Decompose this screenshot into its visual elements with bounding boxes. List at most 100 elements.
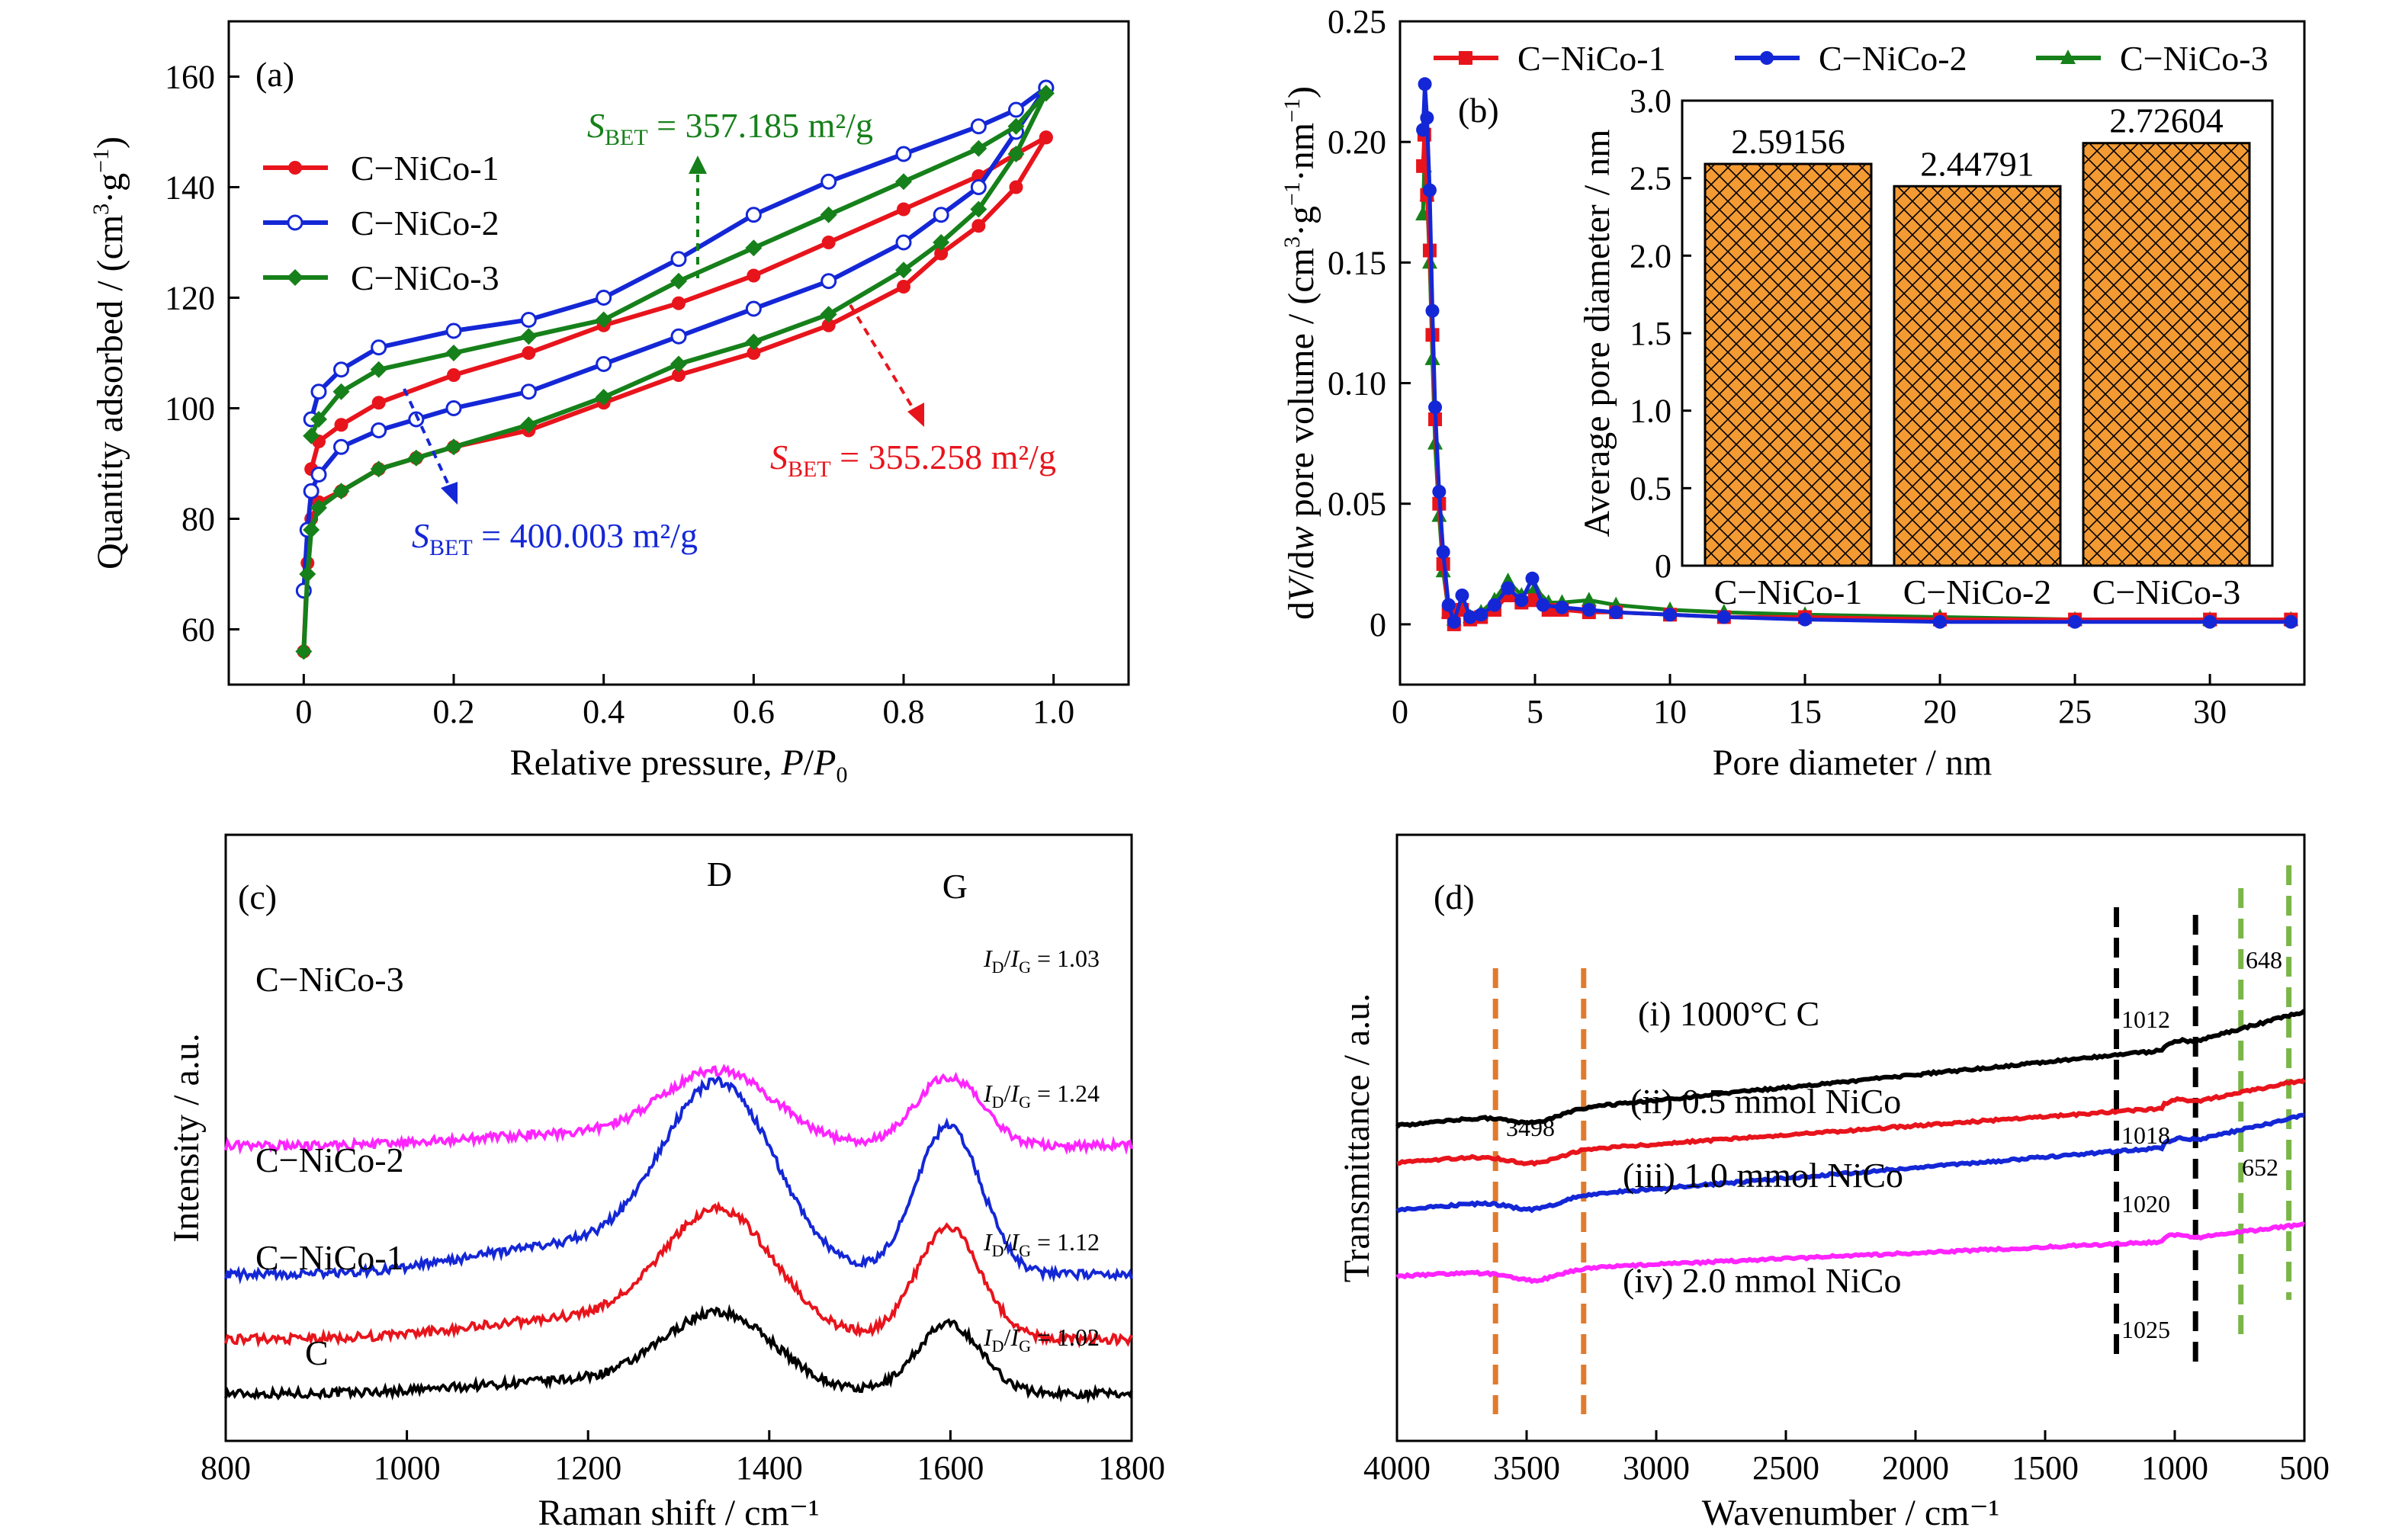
data-point <box>445 438 462 456</box>
inset-y-tick-label: 0.5 <box>1630 470 1671 507</box>
x-tick-label: 3500 <box>1493 1449 1560 1487</box>
x-tick-label: 0 <box>295 693 312 730</box>
data-point <box>310 383 327 400</box>
data-point <box>522 346 536 360</box>
x-tick-label: 0 <box>1392 693 1408 730</box>
data-point <box>745 300 762 317</box>
annotation-sbet-red: SBET = 355.258 m²/g <box>770 438 1056 482</box>
data-point <box>1581 592 1597 607</box>
arrow-blue <box>403 388 451 489</box>
y-tick-label: 0.20 <box>1328 124 1386 161</box>
data-point <box>310 467 327 483</box>
raman-spectrum <box>224 1064 1133 1156</box>
x-axis-label: Relative pressure, P/P0 <box>510 743 848 788</box>
data-point <box>971 219 986 233</box>
x-tick-label: 30 <box>2193 693 2227 730</box>
inset-category-label: C−NiCo-1 <box>1714 573 1863 611</box>
sample-label: C−NiCo-3 <box>255 960 404 999</box>
data-point <box>970 179 987 195</box>
inset-category-label: C−NiCo-2 <box>1903 573 2052 611</box>
data-point <box>1420 111 1434 125</box>
data-point <box>933 207 949 223</box>
data-point <box>2068 614 2082 629</box>
data-point <box>310 499 327 516</box>
data-point <box>371 339 387 356</box>
peak-wavenumber-label: 1025 <box>2121 1316 2170 1343</box>
data-point <box>1474 608 1488 622</box>
ftir-spectrum <box>1396 1077 2306 1167</box>
legend-marker <box>287 214 303 231</box>
id-ig-ratio: ID/IG = 1.02 <box>983 1323 1100 1356</box>
y-tick-label: 100 <box>165 390 215 428</box>
data-point <box>745 207 762 223</box>
data-point <box>1436 545 1450 559</box>
data-point <box>299 566 316 582</box>
ftir-spectrum <box>1395 1112 2305 1214</box>
data-point <box>1463 610 1478 624</box>
id-ig-ratio: ID/IG = 1.12 <box>983 1228 1100 1260</box>
peak-wavenumber-label: 3498 <box>1506 1114 1555 1141</box>
data-point <box>670 355 687 373</box>
peak-wavenumber-label: 652 <box>2242 1153 2278 1181</box>
data-point <box>371 396 386 410</box>
data-point <box>370 460 387 478</box>
data-point <box>520 416 538 434</box>
x-tick-label: 1000 <box>2141 1449 2208 1487</box>
ftir-spectrum <box>1395 1009 2306 1129</box>
panel-label: (a) <box>255 55 294 94</box>
data-point <box>1487 598 1501 612</box>
data-point <box>1933 614 1948 629</box>
legend-marker <box>1760 51 1774 65</box>
data-point <box>820 206 837 223</box>
data-point <box>1416 159 1431 173</box>
y-tick-label: 0.05 <box>1328 486 1386 523</box>
data-point <box>1008 101 1024 118</box>
plot-frame <box>1395 833 2306 1442</box>
inset-y-tick-label: 1.5 <box>1630 315 1671 352</box>
data-point <box>897 202 910 217</box>
y-axis-label: dV/dw pore volume / (cm3·g−1·nm−1) <box>1280 86 1321 620</box>
data-point <box>672 296 686 310</box>
data-point <box>1501 581 1515 595</box>
legend-marker <box>288 161 302 175</box>
data-point <box>295 643 313 660</box>
ftir-spectrum <box>1395 1221 2305 1285</box>
data-point <box>1555 600 1569 614</box>
peak-label-g: G <box>942 867 968 906</box>
panel-c-raman-chart: 800 1000 1200 1400 1600 1800 Raman shift / cm⁻… <box>166 833 1165 1533</box>
sample-label: C−NiCo-2 <box>255 1141 404 1179</box>
data-point <box>445 322 462 339</box>
data-point <box>310 411 327 428</box>
annotation-sbet-blue: SBET = 400.003 m²/g <box>412 516 698 560</box>
x-tick-label: 2000 <box>1882 1449 1949 1487</box>
series-label: (i) 1000°C C <box>1638 994 1819 1033</box>
x-tick-label: 0.8 <box>883 693 925 730</box>
data-point <box>895 173 912 191</box>
data-point <box>1432 484 1447 499</box>
x-tick-label: 1800 <box>1098 1449 1165 1487</box>
series-line-desorption <box>309 135 1048 470</box>
data-point <box>332 483 350 500</box>
data-point <box>1007 146 1025 162</box>
data-point <box>895 146 912 162</box>
x-tick-label: 0.4 <box>583 693 625 730</box>
inset-bar-value: 2.72604 <box>2109 101 2224 140</box>
x-tick-label: 3000 <box>1623 1449 1690 1487</box>
data-point <box>745 333 763 351</box>
data-point <box>407 449 425 467</box>
series-line <box>1421 84 2291 629</box>
x-tick-label: 25 <box>2058 693 2092 730</box>
arrow-red <box>849 303 917 413</box>
x-tick-label: 2500 <box>1752 1449 1819 1487</box>
inset-y-axis-label: Average pore diameter / nm <box>1577 130 1617 537</box>
data-point <box>445 400 462 416</box>
data-point <box>2284 614 2298 629</box>
inset-bar <box>1893 184 2062 567</box>
x-tick-label: 500 <box>2279 1449 2330 1487</box>
panel-d-ftir-chart: 4000 3500 3000 2500 2000 1500 1000 500 Wavenumbe… <box>1337 833 2330 1533</box>
data-point <box>897 280 910 294</box>
sample-label: C−NiCo-1 <box>255 1238 404 1277</box>
data-point <box>1416 123 1431 137</box>
inset-y-tick-label: 0 <box>1655 547 1671 585</box>
plot-frame <box>1398 20 2306 686</box>
